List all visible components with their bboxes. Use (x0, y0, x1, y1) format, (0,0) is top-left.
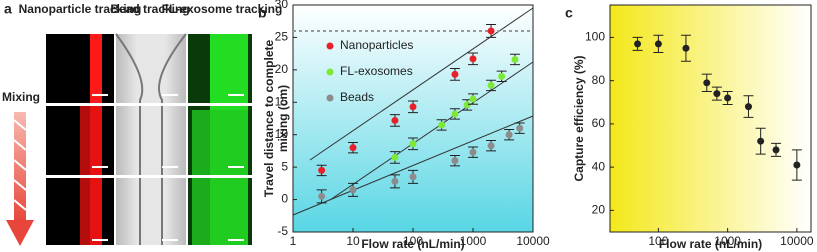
axes-frame (609, 4, 812, 233)
data-point (409, 173, 417, 181)
column-title: Bead tracking (110, 2, 189, 16)
y-tick-label: 20 (275, 62, 289, 76)
y-tick-label: 60 (592, 116, 606, 130)
x-tick-label: 10 (346, 234, 360, 248)
y-axis-label: mixing (cm) (276, 85, 290, 152)
y-tick-label: 30 (275, 0, 289, 11)
column-title: Nanoparticle tracking (19, 2, 142, 16)
data-point (793, 161, 801, 169)
x-axis-label: Flow rate (nL/min) (659, 237, 762, 251)
data-point (469, 148, 477, 156)
y-tick-label: 20 (592, 203, 606, 217)
data-point (757, 137, 765, 145)
data-point (487, 142, 495, 150)
legend-marker (326, 42, 334, 50)
data-point (511, 55, 519, 63)
x-tick-label: 1000 (714, 234, 741, 248)
data-point (724, 94, 732, 102)
data-point (451, 110, 459, 118)
data-point (463, 101, 471, 109)
data-point (391, 153, 399, 161)
data-point (409, 140, 417, 148)
data-point (469, 55, 477, 63)
data-point (654, 40, 662, 48)
data-point (318, 192, 326, 200)
data-point (744, 103, 752, 111)
column-title: FL-exosome tracking (162, 2, 283, 16)
y-tick-label: 100 (585, 30, 605, 44)
data-point (451, 157, 459, 165)
x-tick-label: 10000 (780, 234, 814, 248)
legend-label: Beads (340, 90, 374, 104)
y-tick-label: 0 (281, 192, 288, 206)
data-point (487, 81, 495, 89)
y-axis-label: Capture efficiency (%) (572, 55, 586, 181)
panel-label: c (565, 5, 573, 21)
x-tick-label: 100 (648, 234, 668, 248)
y-tick-label: -5 (277, 224, 288, 238)
data-point (516, 124, 524, 132)
x-tick-label: 1 (290, 234, 297, 248)
data-point (349, 144, 357, 152)
y-tick-label: 80 (592, 73, 606, 87)
data-point (438, 121, 446, 129)
plot-area (610, 5, 811, 232)
panel-label: a (4, 1, 12, 17)
data-point (349, 186, 357, 194)
legend-marker (326, 68, 334, 76)
x-tick-label: 1000 (460, 234, 487, 248)
data-point (409, 103, 417, 111)
data-point (498, 72, 506, 80)
data-point (469, 95, 477, 103)
data-point (391, 177, 399, 185)
y-tick-label: 5 (281, 159, 288, 173)
x-tick-label: 100 (403, 234, 423, 248)
x-axis-label: Flow rate (nL/min) (361, 237, 464, 251)
y-tick-label: 25 (275, 30, 289, 44)
legend-label: Nanoparticles (340, 38, 413, 52)
fit-lines (292, 7, 534, 216)
y-tick-label: 10 (275, 127, 289, 141)
legend-label: FL-exosomes (340, 64, 413, 78)
data-point (713, 90, 721, 98)
x-tick-label: 10000 (516, 234, 550, 248)
y-tick-label: 15 (275, 94, 289, 108)
y-tick-label: 40 (592, 159, 606, 173)
microscopy-images (46, 33, 252, 245)
panel-label: b (258, 5, 267, 21)
data-point (634, 40, 642, 48)
data-point (487, 27, 495, 35)
data-point (391, 116, 399, 124)
plot-area (293, 5, 533, 232)
y-axis-label: Travel distance to complete (262, 39, 276, 197)
data-point (772, 146, 780, 154)
data-point (318, 166, 326, 174)
data-point (451, 70, 459, 78)
side-label: Mixing (2, 90, 40, 104)
legend-marker (326, 94, 334, 102)
mixing-arrow (6, 112, 34, 246)
data-point (703, 79, 711, 87)
data-point (682, 44, 690, 52)
data-point (505, 131, 513, 139)
